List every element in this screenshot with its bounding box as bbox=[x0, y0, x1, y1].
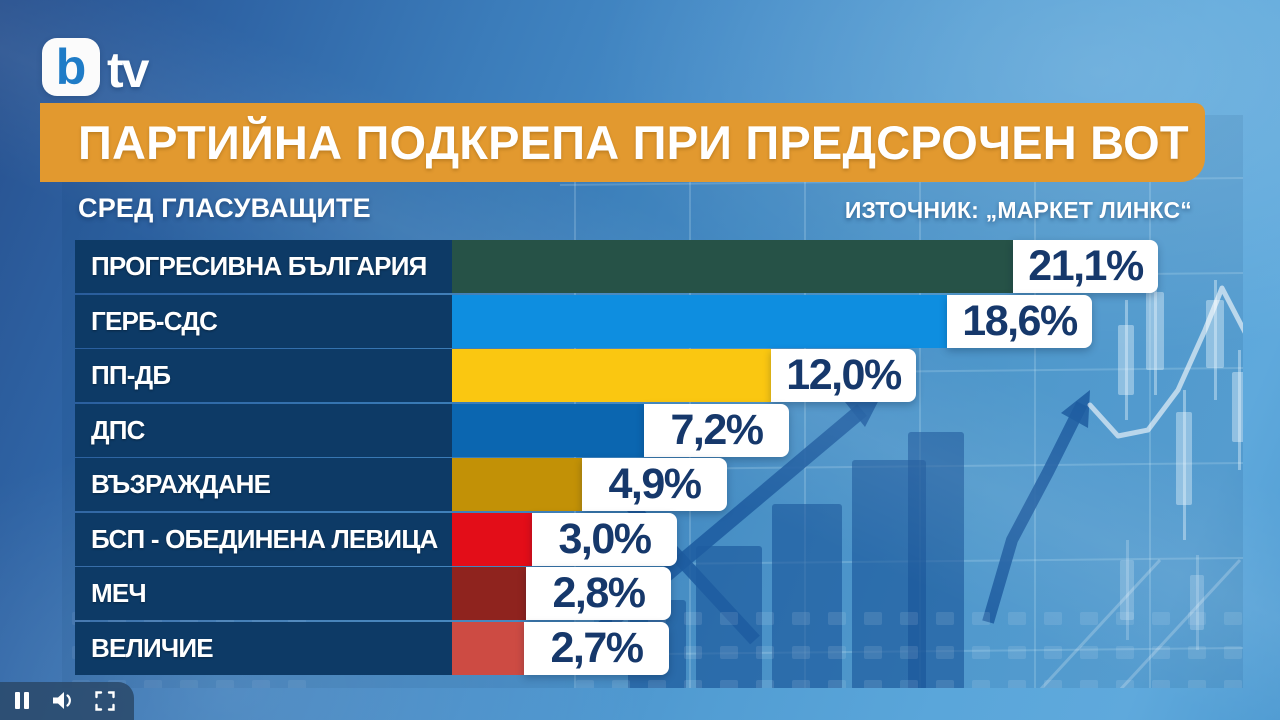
party-label: БСП - ОБЕДИНЕНА ЛЕВИЦА bbox=[75, 512, 452, 566]
chart-row: ВЕЛИЧИЕ 2,7% bbox=[75, 621, 1158, 675]
headline-banner: ПАРТИЙНА ПОДКРЕПА ПРИ ПРЕДСРОЧЕН ВОТ bbox=[40, 103, 1205, 182]
chart-row: ПРОГРЕСИВНА БЪЛГАРИЯ 21,1% bbox=[75, 240, 1158, 293]
party-label: ДПС bbox=[75, 403, 452, 457]
party-bar bbox=[452, 349, 771, 402]
party-value-badge: 4,9% bbox=[582, 458, 727, 511]
page-title: ПАРТИЙНА ПОДКРЕПА ПРИ ПРЕДСРОЧЕН ВОТ bbox=[78, 116, 1189, 169]
party-bar bbox=[452, 567, 526, 620]
pause-button[interactable] bbox=[14, 691, 30, 710]
chart-row: ПП-ДБ 12,0% bbox=[75, 349, 1158, 402]
volume-button[interactable] bbox=[51, 691, 74, 710]
party-bar bbox=[452, 294, 947, 348]
btv-logo-tile: b bbox=[42, 38, 100, 96]
party-label: ВЪЗРАЖДАНЕ bbox=[75, 458, 452, 511]
chart-row: БСП - ОБЕДИНЕНА ЛЕВИЦА 3,0% bbox=[75, 512, 1158, 566]
player-controls bbox=[0, 682, 134, 720]
party-bar bbox=[452, 240, 1013, 293]
fullscreen-icon bbox=[95, 691, 115, 711]
chart-row: ДПС 7,2% bbox=[75, 403, 1158, 457]
party-value-badge: 2,8% bbox=[526, 567, 671, 620]
chart-row: ВЪЗРАЖДАНЕ 4,9% bbox=[75, 458, 1158, 511]
party-bar bbox=[452, 458, 582, 511]
pause-icon bbox=[15, 692, 29, 709]
party-bar bbox=[452, 621, 524, 675]
party-bar bbox=[452, 403, 644, 457]
party-value-badge: 21,1% bbox=[1013, 240, 1158, 293]
party-value-badge: 18,6% bbox=[947, 294, 1092, 348]
party-value-badge: 7,2% bbox=[644, 403, 789, 457]
btv-logo: b tv bbox=[42, 38, 149, 98]
party-label: ВЕЛИЧИЕ bbox=[75, 621, 452, 675]
bar-chart: ПРОГРЕСИВНА БЪЛГАРИЯ 21,1% ГЕРБ-СДС 18,6% ПП… bbox=[75, 240, 1158, 676]
party-value-badge: 12,0% bbox=[771, 349, 916, 402]
party-value-badge: 2,7% bbox=[524, 621, 669, 675]
volume-icon bbox=[53, 692, 71, 709]
party-label: ПРОГРЕСИВНА БЪЛГАРИЯ bbox=[75, 240, 452, 293]
source-attribution: ИЗТОЧНИК: „МАРКЕТ ЛИНКС“ bbox=[844, 197, 1192, 223]
chart-row: ГЕРБ-СДС 18,6% bbox=[75, 294, 1158, 348]
party-value-badge: 3,0% bbox=[532, 512, 677, 566]
party-label: МЕЧ bbox=[75, 567, 452, 620]
party-label: ПП-ДБ bbox=[75, 349, 452, 402]
chart-subtitle: СРЕД ГЛАСУВАЩИТЕ bbox=[78, 193, 371, 223]
party-bar bbox=[452, 512, 532, 566]
party-label: ГЕРБ-СДС bbox=[75, 294, 452, 348]
btv-logo-tv: tv bbox=[107, 42, 149, 98]
fullscreen-button[interactable] bbox=[95, 691, 115, 711]
chart-row: МЕЧ 2,8% bbox=[75, 567, 1158, 620]
btv-logo-b: b bbox=[55, 39, 87, 95]
